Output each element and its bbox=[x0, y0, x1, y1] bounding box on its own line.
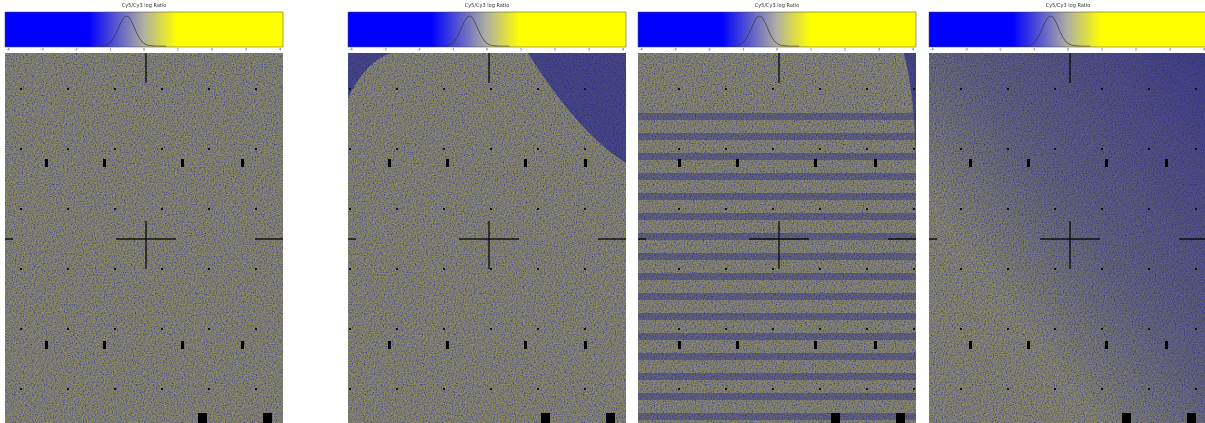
marker-spot bbox=[103, 341, 106, 349]
colorbar-tick-label: -2 bbox=[707, 48, 711, 52]
marker-spot bbox=[874, 159, 877, 167]
colorbar-tick-label: -3 bbox=[964, 48, 968, 52]
colorbar-tick-label: 4 bbox=[622, 48, 625, 52]
colorbar-tick-label: 4 bbox=[279, 48, 282, 52]
corner-block bbox=[1187, 413, 1196, 423]
colorbar-title: Cy5/Cy3 log Ratio bbox=[465, 3, 510, 9]
corner-block bbox=[541, 413, 550, 423]
colorbar-tick-label: 2 bbox=[554, 48, 556, 52]
marker-spot bbox=[181, 341, 184, 349]
colorbar-tick-label: 2 bbox=[844, 48, 846, 52]
marker-spot bbox=[969, 341, 972, 349]
marker-spot bbox=[736, 159, 739, 167]
colorbar-tick-label: -3 bbox=[383, 48, 387, 52]
corner-block bbox=[263, 413, 272, 423]
marker-spot bbox=[45, 159, 48, 167]
marker-spot bbox=[1105, 341, 1108, 349]
colorbar-tick-label: -4 bbox=[639, 48, 643, 52]
marker-spot bbox=[241, 159, 244, 167]
marker-spot bbox=[1165, 341, 1168, 349]
spot-grid bbox=[638, 53, 916, 423]
colorbar-tick-label: 0 bbox=[1067, 48, 1069, 52]
colorbar bbox=[5, 12, 283, 47]
marker-spot bbox=[584, 341, 587, 349]
marker-spot bbox=[678, 341, 681, 349]
colorbar-tick-label: -4 bbox=[6, 48, 10, 52]
marker-spot bbox=[103, 159, 106, 167]
marker-spot bbox=[524, 159, 527, 167]
marker-spot bbox=[678, 159, 681, 167]
colorbar-tick-label: 0 bbox=[143, 48, 145, 52]
colorbar-tick-label: -1 bbox=[1032, 48, 1036, 52]
colorbar-tick-label: 2 bbox=[1135, 48, 1137, 52]
colorbar bbox=[929, 12, 1205, 47]
colorbar-tick-label: 0 bbox=[776, 48, 778, 52]
marker-spot bbox=[1165, 159, 1168, 167]
marker-spot bbox=[241, 341, 244, 349]
spot-grid bbox=[929, 53, 1205, 423]
colorbar-tick-label: 3 bbox=[588, 48, 590, 52]
corner-block bbox=[606, 413, 615, 423]
colorbar-tick-label: 1 bbox=[810, 48, 812, 52]
page: Cy5/Cy3 log Ratio-4-3-2-101234Cy5/Cy3 lo… bbox=[0, 0, 1205, 423]
colorbar-tick-label: 3 bbox=[245, 48, 247, 52]
colorbar-tick-label: 0 bbox=[486, 48, 488, 52]
marker-spot bbox=[1027, 159, 1030, 167]
colorbar-tick-label: 1 bbox=[520, 48, 522, 52]
colorbar-tick-label: -3 bbox=[40, 48, 44, 52]
colorbar-tick-label: 2 bbox=[211, 48, 213, 52]
colorbar-tick-label: -2 bbox=[998, 48, 1002, 52]
colorbar bbox=[638, 12, 916, 47]
colorbar-tick-label: -2 bbox=[417, 48, 421, 52]
spot-grid bbox=[348, 53, 626, 423]
colorbar-tick-label: -4 bbox=[349, 48, 353, 52]
colorbar bbox=[348, 12, 626, 47]
corner-block bbox=[198, 413, 207, 423]
marker-spot bbox=[45, 341, 48, 349]
panel: Cy5/Cy3 log Ratio -4 -3 -2 -1 0 1 2 3 4 bbox=[5, 3, 283, 423]
colorbar-tick-label: -4 bbox=[930, 48, 934, 52]
colorbar-tick-label: -1 bbox=[741, 48, 745, 52]
marker-spot bbox=[181, 159, 184, 167]
marker-spot bbox=[524, 341, 527, 349]
marker-spot bbox=[874, 341, 877, 349]
marker-spot bbox=[1105, 159, 1108, 167]
marker-spot bbox=[388, 159, 391, 167]
marker-spot bbox=[814, 341, 817, 349]
colorbar-tick-label: -3 bbox=[673, 48, 677, 52]
marker-spot bbox=[1027, 341, 1030, 349]
marker-spot bbox=[446, 159, 449, 167]
panel: Cy5/Cy3 log Ratio -4 -3 -2 -1 0 1 2 3 4 bbox=[638, 3, 916, 423]
colorbar-tick-label: -1 bbox=[451, 48, 455, 52]
spot-grid bbox=[5, 53, 283, 423]
scan-comparison: Cy5/Cy3 log Ratio-4-3-2-101234Cy5/Cy3 lo… bbox=[0, 0, 1205, 423]
corner-block bbox=[896, 413, 905, 423]
marker-spot bbox=[446, 341, 449, 349]
marker-spot bbox=[969, 159, 972, 167]
colorbar-tick-label: 1 bbox=[1101, 48, 1103, 52]
colorbar-tick-label: -2 bbox=[74, 48, 78, 52]
marker-spot bbox=[584, 159, 587, 167]
colorbar-title: Cy5/Cy3 log Ratio bbox=[1046, 3, 1091, 9]
marker-spot bbox=[388, 341, 391, 349]
colorbar-tick-label: 4 bbox=[912, 48, 915, 52]
colorbar-tick-label: 3 bbox=[878, 48, 880, 52]
colorbar-title: Cy5/Cy3 log Ratio bbox=[122, 3, 167, 9]
colorbar-tick-label: -1 bbox=[108, 48, 112, 52]
colorbar-tick-label: 3 bbox=[1169, 48, 1171, 52]
colorbar-title: Cy5/Cy3 log Ratio bbox=[755, 3, 800, 9]
marker-spot bbox=[736, 341, 739, 349]
corner-block bbox=[1122, 413, 1131, 423]
colorbar-tick-label: 1 bbox=[177, 48, 179, 52]
corner-block bbox=[831, 413, 840, 423]
marker-spot bbox=[814, 159, 817, 167]
panel: Cy5/Cy3 log Ratio -4 -3 -2 -1 0 1 2 3 4 bbox=[348, 3, 626, 423]
